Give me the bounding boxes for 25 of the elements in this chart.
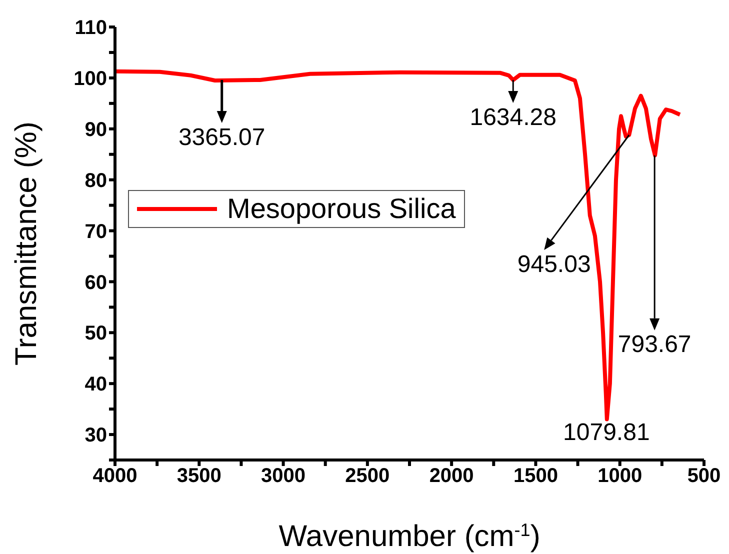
x-tick-label: 500	[687, 465, 721, 488]
x-tick-label: 1500	[513, 465, 558, 488]
annotation: 1634.28	[470, 104, 556, 131]
y-tick-label: 90	[84, 118, 107, 141]
x-tick-label: 3500	[176, 465, 222, 488]
annotation: 793.67	[618, 331, 692, 358]
y-tick-label: 110	[74, 17, 107, 40]
y-axis-title: Transmittance (%)	[10, 122, 43, 366]
y-tick-label: 70	[84, 220, 107, 243]
annotation: 1079.81	[563, 419, 650, 446]
x-tick-label: 4000	[92, 465, 138, 488]
y-tick-label: 50	[84, 322, 107, 345]
y-tick-label: 60	[84, 272, 107, 294]
y-tick-label: 80	[84, 170, 107, 192]
y-tick-label: 30	[84, 424, 107, 447]
x-tick-label: 3000	[261, 465, 306, 488]
y-tick-label: 100	[74, 68, 107, 90]
x-axis-title: Wavenumber (cm$^{-1}$)	[278, 520, 540, 553]
y-tick-label: 40	[84, 374, 107, 396]
x-tick-label: 2000	[429, 465, 474, 488]
legend-label: Mesoporous Silica	[227, 193, 456, 225]
x-tick-label: 2500	[345, 465, 390, 488]
annotation: 945.03	[517, 250, 591, 278]
annotation: 3365.07	[178, 124, 266, 151]
x-tick-label: 1000	[598, 465, 642, 488]
